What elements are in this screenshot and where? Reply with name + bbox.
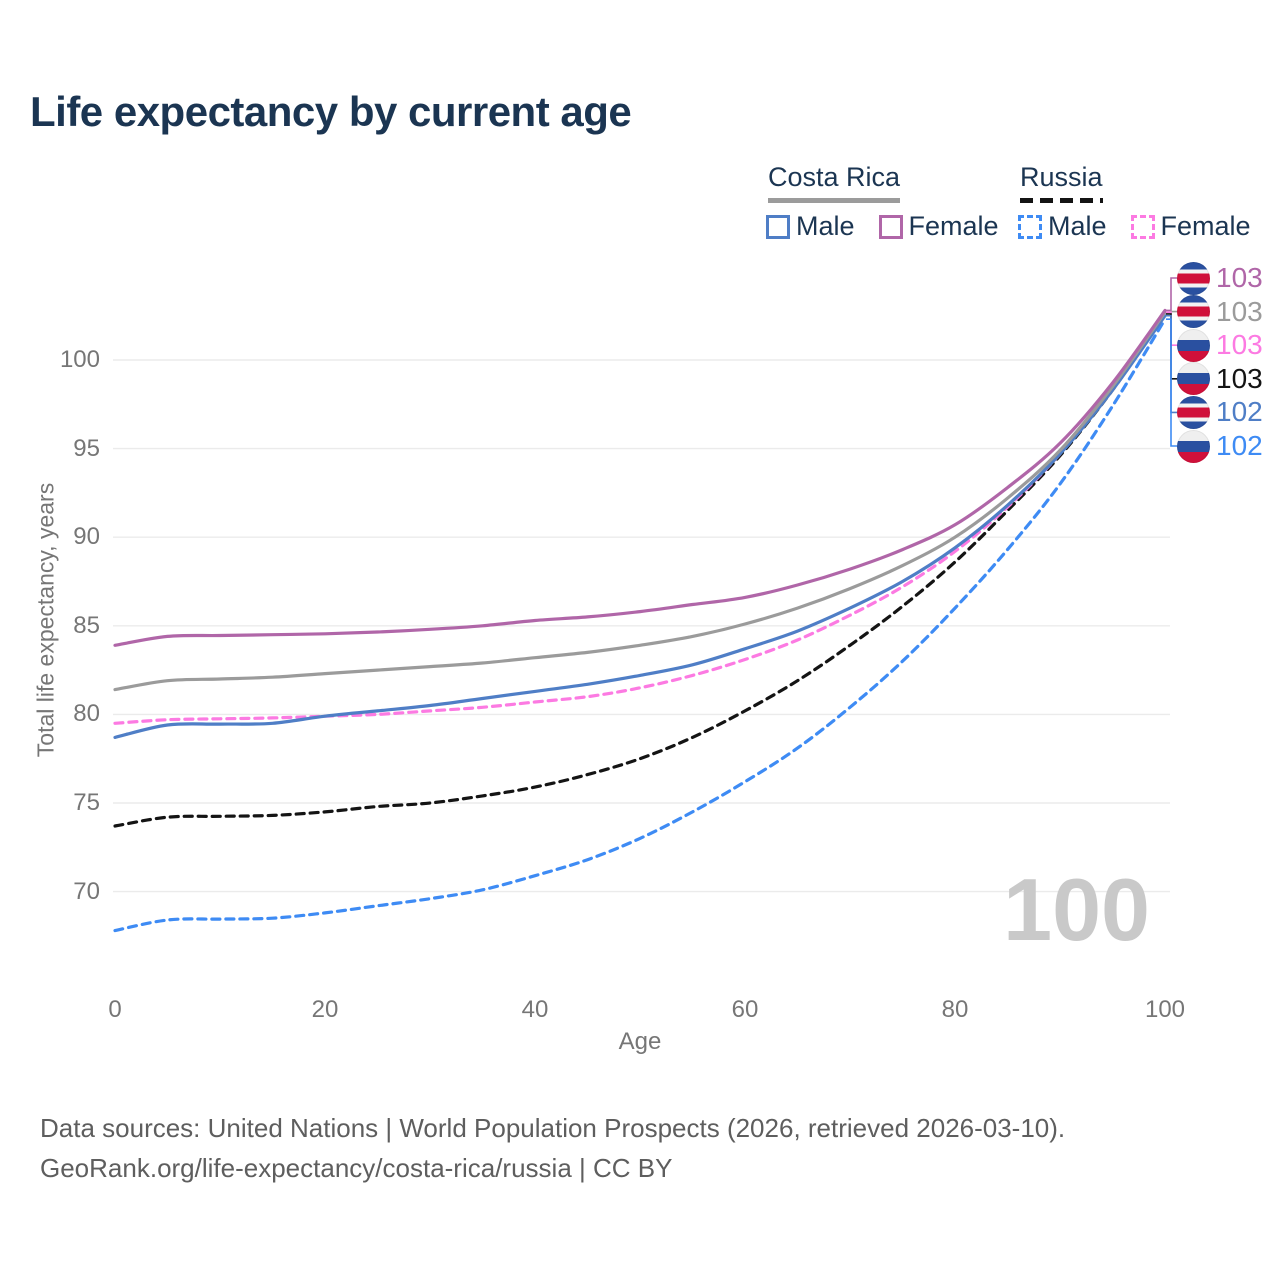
end-label-row-costa-rica-male: 102 [1177,395,1263,429]
y-tick-90: 90 [73,523,100,551]
series-line-costa-rica[interactable] [113,310,1167,692]
legend-solid-line-sample [768,198,901,203]
legend-item-label: Male [796,211,855,241]
legend-item-label: Female [908,211,999,241]
end-label-row-russia-female: 103 [1177,328,1263,362]
end-label-row-russia: 103 [1177,362,1263,396]
age-counter-watermark: 100 [1003,860,1150,959]
y-tick-100: 100 [59,346,100,373]
series-line-costa-rica-female[interactable] [113,308,1167,647]
legend-item-russia-male[interactable]: Male [1018,211,1107,242]
series-line-russia-female[interactable] [113,310,1167,725]
legend-swatch-icon [878,214,903,239]
end-label-row-costa-rica-female: 103 [1177,261,1263,295]
end-label-value: 103 [1216,262,1263,293]
costa-rica-flag-icon [1177,395,1210,429]
legend-dashed-line-sample [1020,198,1103,203]
y-tick-85: 85 [73,611,100,639]
end-label-value: 102 [1216,430,1263,461]
series-line-russia-male[interactable] [113,317,1167,933]
end-label-value: 103 [1216,362,1263,394]
end-label-value: 103 [1216,329,1263,361]
page-title: Life expectancy by current age [30,88,632,135]
legend-swatch-icon [1018,214,1042,239]
x-tick-60: 60 [731,996,759,1023]
legend-group-title: Costa Rica [768,162,901,192]
russia-flag-icon [1177,328,1210,362]
x-tick-20: 20 [311,996,339,1023]
series-line-costa-rica-male[interactable] [113,314,1167,739]
y-axis-title: Total life expectancy, years [32,482,59,758]
x-tick-100: 100 [1144,996,1186,1023]
y-tick-75: 75 [73,789,100,816]
russia-flag-icon [1177,362,1210,396]
x-axis-title: Age [618,1028,662,1055]
y-tick-95: 95 [73,434,100,462]
end-label-row-costa-rica: 103 [1177,295,1263,329]
x-tick-0: 0 [108,996,122,1023]
legend-swatch-icon [1130,214,1155,239]
footer-attribution-link: GeoRank.org/life-expectancy/costa-rica/r… [40,1153,673,1184]
series-line-russia[interactable] [113,312,1167,828]
legend-group-russia: Russia Male Female [1018,162,1251,242]
leader-line-russia-male [1166,318,1177,447]
y-tick-80: 80 [73,700,100,728]
legend: Costa Rica Male Female Russia Male Female [0,162,1280,242]
legend-item-label: Male [1048,211,1107,241]
costa-rica-flag-icon [1177,261,1210,295]
end-label-row-russia-male: 102 [1177,429,1263,463]
legend-item-costa-rica-male[interactable]: Male [766,211,855,242]
legend-item-russia-female[interactable]: Female [1130,211,1251,242]
end-label-value: 102 [1216,396,1263,428]
end-label-value: 103 [1216,295,1263,327]
legend-group-title: Russia [1020,162,1103,192]
russia-flag-icon [1177,429,1210,463]
legend-group-costa-rica: Costa Rica Male Female [766,162,999,242]
legend-item-label: Female [1160,211,1251,241]
legend-item-costa-rica-female[interactable]: Female [878,211,999,242]
x-tick-40: 40 [521,996,549,1023]
x-tick-80: 80 [941,996,969,1023]
footer-data-sources: Data sources: United Nations | World Pop… [40,1113,1066,1143]
leader-line-costa-rica-female [1166,277,1177,312]
footer: Data sources: United Nations | World Pop… [40,1108,1065,1189]
costa-rica-flag-icon [1177,295,1210,329]
y-tick-70: 70 [73,877,100,905]
legend-swatch-icon [766,214,790,239]
